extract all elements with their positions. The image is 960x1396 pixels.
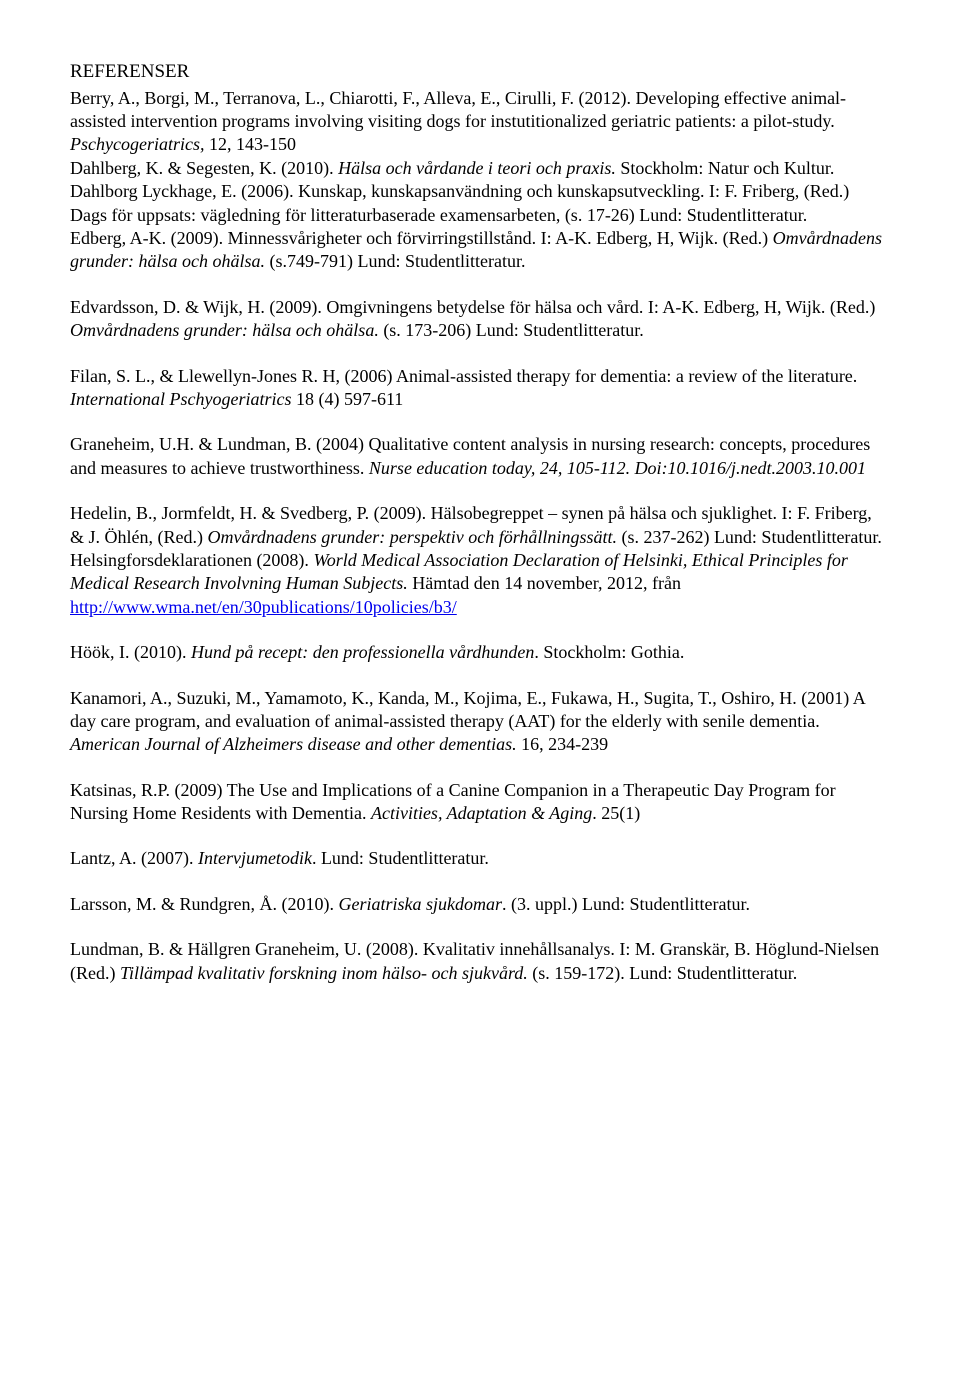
reference-entry: Filan, S. L., & Llewellyn-Jones R. H, (2… (70, 365, 890, 412)
ref-text: Edvardsson, D. & Wijk, H. (2009). Omgivn… (70, 297, 875, 317)
reference-entry: Höök, I. (2010). Hund på recept: den pro… (70, 641, 890, 664)
ref-text: (s. 173-206) Lund: Studentlitteratur. (383, 320, 643, 340)
ref-journal: Activities, Adaptation & Aging (371, 803, 592, 823)
ref-journal: International Pschyogeriatrics (70, 389, 296, 409)
ref-title: Hund på recept: den professionella vårdh… (191, 642, 534, 662)
reference-entry: Hedelin, B., Jormfeldt, H. & Svedberg, P… (70, 502, 890, 619)
ref-journal: American Journal of Alzheimers disease a… (70, 734, 521, 754)
ref-title: Intervjumetodik (198, 848, 312, 868)
ref-text: Edberg, A-K. (2009). Minnessvårigheter o… (70, 228, 773, 248)
reference-entry: Lantz, A. (2007). Intervjumetodik. Lund:… (70, 847, 890, 870)
reference-entry: Kanamori, A., Suzuki, M., Yamamoto, K., … (70, 687, 890, 757)
ref-text: (s. 159-172). Lund: Studentlitteratur. (532, 963, 797, 983)
ref-text: . 25(1) (592, 803, 640, 823)
ref-text: Lantz, A. (2007). (70, 848, 198, 868)
ref-text: (s.749-791) Lund: Studentlitteratur. (270, 251, 526, 271)
ref-text: . Stockholm: Gothia. (534, 642, 684, 662)
ref-title: Hälsa och vårdande i teori och praxis. (338, 158, 620, 178)
ref-text: (s. 237-262) Lund: Studentlitteratur. (621, 527, 881, 547)
ref-text: . (3. uppl.) Lund: Studentlitteratur. (502, 894, 750, 914)
ref-text: . Lund: Studentlitteratur. (312, 848, 489, 868)
ref-text: Berry, A., Borgi, M., Terranova, L., Chi… (70, 88, 846, 131)
ref-text: Höök, I. (2010). (70, 642, 191, 662)
reference-entry: Larsson, M. & Rundgren, Å. (2010). Geria… (70, 893, 890, 916)
ref-text: Hämtad den 14 november, 2012, från (412, 573, 681, 593)
ref-journal: Nurse education today, 24, 105-112. Doi:… (369, 458, 866, 478)
ref-text: Stockholm: Natur och Kultur. (620, 158, 834, 178)
reference-entry: Lundman, B. & Hällgren Graneheim, U. (20… (70, 938, 890, 985)
reference-entry: Edvardsson, D. & Wijk, H. (2009). Omgivn… (70, 296, 890, 343)
reference-entry: Graneheim, U.H. & Lundman, B. (2004) Qua… (70, 433, 890, 480)
ref-link[interactable]: http://www.wma.net/en/30publications/10p… (70, 597, 457, 617)
ref-title: Omvårdnadens grunder: hälsa och ohälsa. (70, 320, 383, 340)
reference-entry: Berry, A., Borgi, M., Terranova, L., Chi… (70, 87, 890, 274)
ref-text: Dahlberg, K. & Segesten, K. (2010). (70, 158, 338, 178)
ref-text: Larsson, M. & Rundgren, Å. (2010). (70, 894, 338, 914)
ref-text: Helsingforsdeklarationen (2008). (70, 550, 313, 570)
ref-title: Tillämpad kvalitativ forskning inom häls… (120, 963, 532, 983)
ref-text: 16, 234-239 (521, 734, 608, 754)
ref-journal: Pschycogeriatrics, (70, 134, 209, 154)
ref-text: 12, 143-150 (209, 134, 296, 154)
ref-text: Filan, S. L., & Llewellyn-Jones R. H, (2… (70, 366, 857, 386)
ref-text: Kanamori, A., Suzuki, M., Yamamoto, K., … (70, 688, 865, 731)
ref-text: 18 (4) 597-611 (296, 389, 403, 409)
ref-title: Omvårdnadens grunder: perspektiv och för… (207, 527, 621, 547)
reference-entry: Katsinas, R.P. (2009) The Use and Implic… (70, 779, 890, 826)
ref-text: Dahlborg Lyckhage, E. (2006). Kunskap, k… (70, 181, 849, 224)
ref-title: Geriatriska sjukdomar (338, 894, 502, 914)
page-title: REFERENSER (70, 60, 890, 85)
